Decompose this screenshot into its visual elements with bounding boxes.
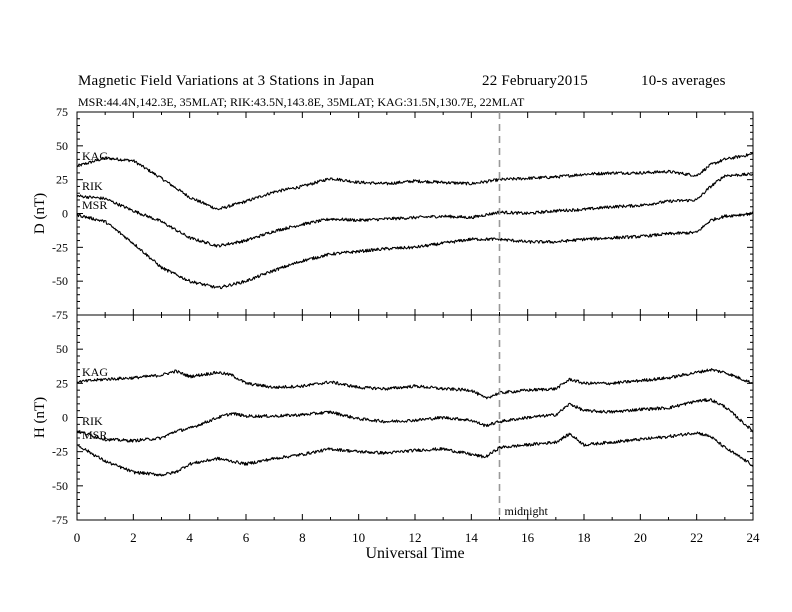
x-tick-label: 18 [578,530,591,545]
series-label-kag: KAG [82,149,108,163]
x-tick-label: 20 [634,530,647,545]
y-tick-label: 50 [56,139,68,153]
x-tick-label: 24 [747,530,761,545]
x-tick-label: 6 [243,530,250,545]
series-line-rik [76,172,754,248]
x-tick-label: 16 [521,530,535,545]
panel-frame [76,111,754,316]
y-tick-label: -25 [52,445,68,459]
x-tick-label: 4 [186,530,193,545]
x-tick-label: 0 [74,530,81,545]
series-label-rik: RIK [82,179,103,193]
series-label-rik: RIK [82,414,103,428]
panel-frame [76,314,754,521]
series-line-kag [76,368,754,400]
y-tick-label: 0 [62,207,68,221]
y-tick-label: -50 [52,274,68,288]
y-tick-label: -75 [52,513,68,527]
y-tick-label: 50 [56,342,68,356]
x-tick-label: 12 [409,530,422,545]
x-tick-label: 2 [130,530,137,545]
y-tick-label: 25 [56,376,68,390]
chart-title: Magnetic Field Variations at 3 Stations … [78,73,375,89]
series-label-msr: MSR [82,428,107,442]
series-line-msr [76,211,754,290]
y-axis-label: D (nT) [32,193,48,234]
midnight-label: midnight [505,504,549,518]
x-tick-label: 22 [690,530,703,545]
series-label-kag: KAG [82,365,108,379]
series-label-msr: MSR [82,198,107,212]
y-tick-label: -25 [52,240,68,254]
y-tick-label: -75 [52,308,68,322]
y-tick-label: 0 [62,411,68,425]
series-line-rik [76,398,754,443]
x-axis-label: Universal Time [365,545,464,562]
chart-averaging: 10-s averages [641,73,726,89]
y-axis-label: H (nT) [32,397,48,438]
y-tick-label: 75 [56,105,68,119]
y-tick-label: 25 [56,173,68,187]
series-line-msr [76,431,754,477]
chart-date: 22 February2015 [482,73,588,89]
stations-info: MSR:44.4N,142.3E, 35MLAT; RIK:43.5N,143.… [78,95,525,109]
y-tick-label: -50 [52,479,68,493]
x-tick-label: 14 [465,530,479,545]
x-tick-label: 8 [299,530,306,545]
x-tick-label: 10 [352,530,365,545]
series-line-kag [76,153,754,211]
